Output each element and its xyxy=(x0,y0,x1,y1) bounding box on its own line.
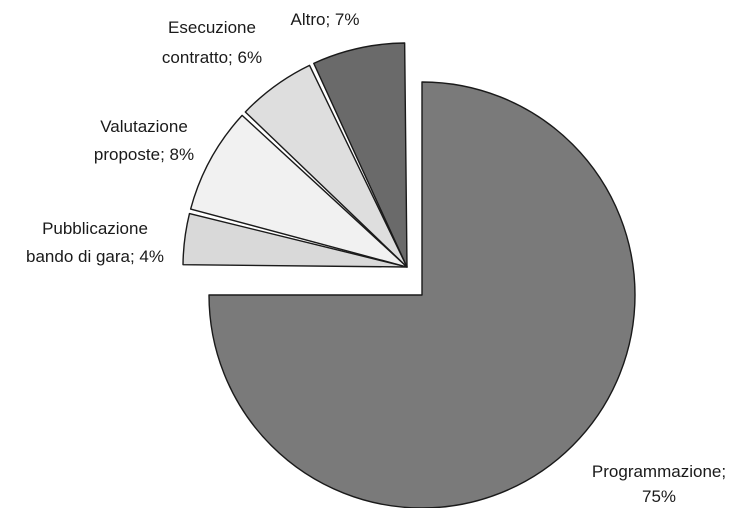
label-esecuzione-line-1: Esecuzione xyxy=(168,18,256,37)
label-pubblicazione-line-2: bando di gara; 4% xyxy=(26,247,164,266)
label-pubblicazione-line-1: Pubblicazione xyxy=(42,219,148,238)
slice-altro xyxy=(313,42,408,268)
labels-group: Programmazione; 75% Pubblicazione bando … xyxy=(26,10,726,506)
slice-esecuzione-contratto xyxy=(244,64,408,268)
label-programmazione-line-1: Programmazione; xyxy=(592,462,726,481)
label-valutazione-line-1: Valutazione xyxy=(100,117,188,136)
label-valutazione-line-2: proposte; 8% xyxy=(94,145,194,164)
slice-programmazione xyxy=(208,81,636,508)
slice-valutazione-proposte xyxy=(189,114,408,268)
label-esecuzione-line-2: contratto; 6% xyxy=(162,48,262,67)
label-altro: Altro; 7% xyxy=(291,10,360,29)
slice-pubblicazione-bando-di-gara xyxy=(182,212,408,268)
label-programmazione-line-2: 75% xyxy=(642,487,676,506)
slices-group xyxy=(182,42,636,508)
